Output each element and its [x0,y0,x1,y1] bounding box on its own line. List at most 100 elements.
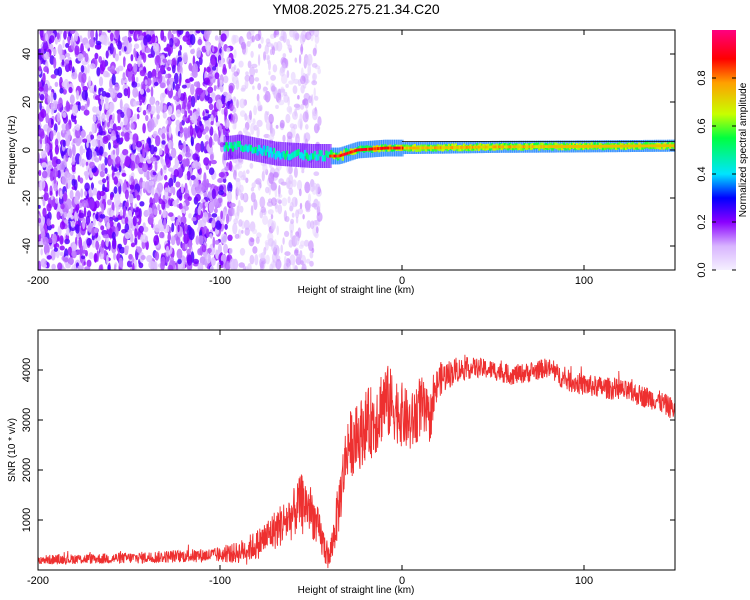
noise-speck [278,184,281,197]
noise-speck [212,46,215,53]
noise-speck [160,168,163,176]
spectrogram-x-label: Height of straight line (km) [298,285,415,296]
signal-core [438,146,441,150]
signal-core [386,146,388,150]
noise-speck [112,113,115,122]
noise-speck [161,128,167,134]
noise-speck [165,158,171,168]
noise-speck [252,246,258,254]
noise-speck [47,95,51,105]
noise-speck [239,205,244,213]
noise-speck [239,247,246,256]
noise-speck [215,220,222,231]
snr-plot-area [38,354,675,569]
noise-speck [117,243,123,250]
noise-speck [38,86,44,92]
signal-core [588,144,591,148]
noise-speck [202,179,207,187]
noise-speck [288,239,294,248]
signal-band [281,152,284,159]
signal-core [594,144,596,148]
noise-speck [207,247,212,254]
noise-speck [46,218,51,227]
noise-speck [38,81,43,88]
noise-speck [285,113,291,124]
signal-band [297,149,300,156]
noise-speck [110,88,116,99]
noise-speck [293,166,298,178]
noise-speck [71,250,77,258]
noise-speck [296,179,303,191]
noise-speck [114,226,119,237]
signal-band [290,152,294,159]
noise-speck [62,112,67,118]
noise-speck [252,85,255,90]
noise-speck [108,108,113,114]
noise-speck [62,140,66,148]
noise-speck [168,84,172,92]
noise-speck [111,73,116,86]
noise-speck [231,105,235,110]
noise-speck [211,188,216,200]
noise-speck [310,220,315,230]
noise-speck [168,77,175,82]
noise-speck [171,64,176,74]
signal-core [579,145,582,148]
noise-speck [202,116,209,121]
signal-core [556,145,559,148]
noise-speck [219,260,224,266]
noise-speck [71,164,76,173]
noise-speck [203,191,208,198]
signal-core [501,145,503,149]
noise-speck [40,150,47,159]
noise-speck [147,103,152,113]
noise-speck [51,263,56,270]
signal-band [264,149,267,156]
noise-speck [159,148,163,156]
signal-core [425,146,428,150]
noise-speck [105,50,109,59]
noise-speck [141,163,149,173]
noise-speck [102,234,110,239]
noise-speck [153,146,158,152]
noise-speck [151,223,154,229]
noise-speck [139,157,144,163]
noise-speck [65,198,72,210]
noise-speck [267,134,275,141]
noise-speck [310,94,314,107]
noise-speck [65,263,71,269]
signal-core [490,145,493,149]
signal-band [238,141,241,148]
noise-speck [153,208,158,216]
snr-y-tick-label: 4000 [21,358,33,382]
noise-speck [65,52,71,58]
noise-speck [113,263,117,270]
noise-speck [257,83,262,91]
noise-speck [132,139,136,151]
noise-speck [130,122,135,130]
noise-speck [116,126,122,131]
noise-speck [71,104,78,117]
noise-speck [68,59,73,72]
noise-speck [63,257,69,263]
noise-speck [198,56,203,66]
noise-speck [260,36,264,44]
noise-speck [91,123,96,134]
noise-speck [270,214,274,220]
signal-core [637,144,640,148]
noise-speck [139,201,145,207]
signal-core [655,144,658,148]
signal-core [633,144,636,148]
noise-speck [158,209,162,215]
noise-speck [38,128,45,137]
noise-speck [87,63,90,74]
noise-speck [99,136,103,147]
noise-speck [177,224,180,233]
noise-speck [151,68,157,80]
signal-band [241,145,245,153]
signal-core [573,145,576,148]
noise-speck [72,144,76,157]
noise-speck [150,86,154,98]
